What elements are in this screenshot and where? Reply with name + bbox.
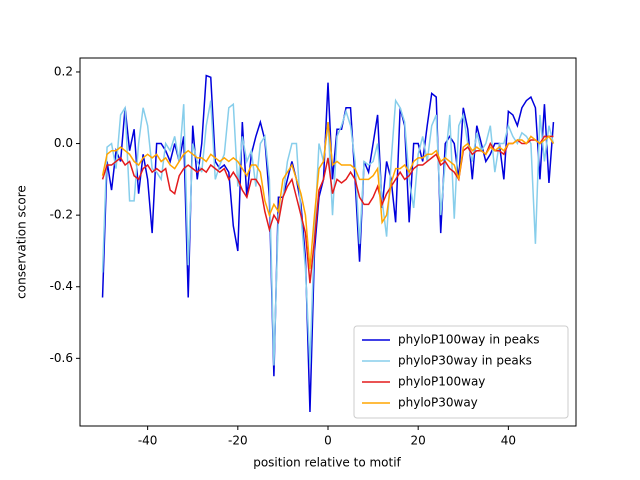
legend-label: phyloP100way in peaks [398,333,540,347]
x-tick-label: 0 [324,434,332,448]
x-tick-label: -20 [228,434,248,448]
legend-label: phyloP100way [398,375,485,389]
y-tick-label: -0.2 [50,208,73,222]
x-axis-label: position relative to motif [253,456,401,470]
plot-frame [79,57,577,427]
y-tick-label: 0.0 [54,136,73,150]
y-tick-label: -0.6 [50,351,73,365]
y-tick-label: -0.4 [50,279,73,293]
y-tick-label: 0.2 [54,64,73,78]
legend-box [353,325,569,419]
y-axis-label: conservation score [15,185,29,299]
x-tick-label: 20 [411,434,426,448]
x-tick-label: -40 [138,434,158,448]
x-tick-label: 40 [501,434,516,448]
legend-label: phyloP30way [398,396,478,410]
series-line [101,121,555,269]
legend-label: phyloP30way in peaks [398,354,532,368]
series-line [101,135,554,284]
